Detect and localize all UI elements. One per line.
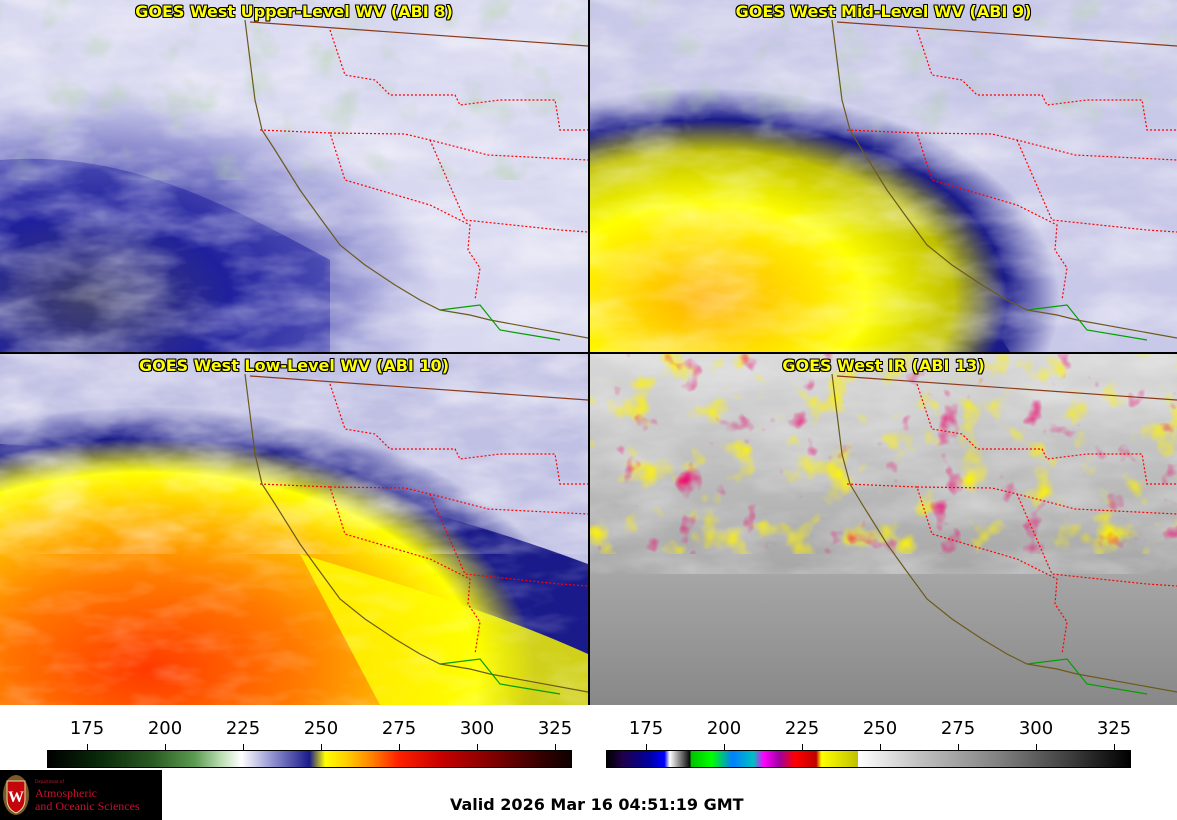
- colorbar-ir: 175 200 225 250 275 300 325: [590, 705, 1177, 770]
- tick-mark: [243, 744, 244, 750]
- colorbar-tick: 300: [459, 718, 495, 739]
- tick-mark: [646, 744, 647, 750]
- panel-low-level-wv: GOES West Low-Level WV (ABI 10): [0, 354, 588, 705]
- colorbar-tick: 225: [225, 718, 261, 739]
- logo-line-2: Atmospheric: [35, 786, 97, 800]
- mid-level-wv-image: [590, 0, 1177, 352]
- ir-image: [590, 354, 1177, 705]
- colorbar-tick: 300: [1018, 718, 1054, 739]
- colorbar-tick: 200: [147, 718, 183, 739]
- tick-mark: [87, 744, 88, 750]
- panel-title: GOES West IR (ABI 13): [782, 356, 985, 375]
- colorbar-tick: 200: [706, 718, 742, 739]
- colorbar-gradient: [606, 750, 1131, 768]
- tick-mark: [802, 744, 803, 750]
- colorbar-tick: 175: [628, 718, 664, 739]
- upper-level-wv-image: [0, 0, 588, 352]
- tick-mark: [555, 744, 556, 750]
- tick-mark: [958, 744, 959, 750]
- panel-mid-level-wv: GOES West Mid-Level WV (ABI 9): [590, 0, 1177, 352]
- colorbar-tick: 250: [862, 718, 898, 739]
- colorbar-wv: 175 200 225 250 275 300 325: [0, 705, 588, 770]
- panel-title: GOES West Upper-Level WV (ABI 8): [135, 2, 453, 21]
- colorbar-tick: 250: [303, 718, 339, 739]
- tick-mark: [1114, 744, 1115, 750]
- logo-line-1: Department of: [35, 780, 65, 785]
- tick-mark: [399, 744, 400, 750]
- panel-ir: GOES West IR (ABI 13): [590, 354, 1177, 705]
- panel-upper-level-wv: GOES West Upper-Level WV (ABI 8): [0, 0, 588, 352]
- tick-mark: [477, 744, 478, 750]
- colorbar-tick: 325: [537, 718, 573, 739]
- colorbar-tick: 175: [69, 718, 105, 739]
- aos-logo[interactable]: W Department of Atmospheric and Oceanic …: [0, 770, 162, 820]
- tick-mark: [321, 744, 322, 750]
- low-level-wv-image: [0, 354, 588, 705]
- colorbar-tick: 325: [1096, 718, 1132, 739]
- colorbar-gradient: [47, 750, 572, 768]
- tick-mark: [724, 744, 725, 750]
- tick-mark: [880, 744, 881, 750]
- valid-time: Valid 2026 Mar 16 04:51:19 GMT: [450, 795, 744, 814]
- colorbar-tick: 275: [381, 718, 417, 739]
- panel-title: GOES West Mid-Level WV (ABI 9): [735, 2, 1032, 21]
- colorbar-tick: 225: [784, 718, 820, 739]
- svg-text:W: W: [8, 789, 24, 806]
- tick-mark: [165, 744, 166, 750]
- colorbar-tick: 275: [940, 718, 976, 739]
- tick-mark: [1036, 744, 1037, 750]
- panel-divider-horizontal: [0, 352, 1177, 354]
- logo-line-3: and Oceanic Sciences: [35, 799, 140, 813]
- uw-crest-icon: W: [3, 775, 29, 815]
- panel-title: GOES West Low-Level WV (ABI 10): [138, 356, 449, 375]
